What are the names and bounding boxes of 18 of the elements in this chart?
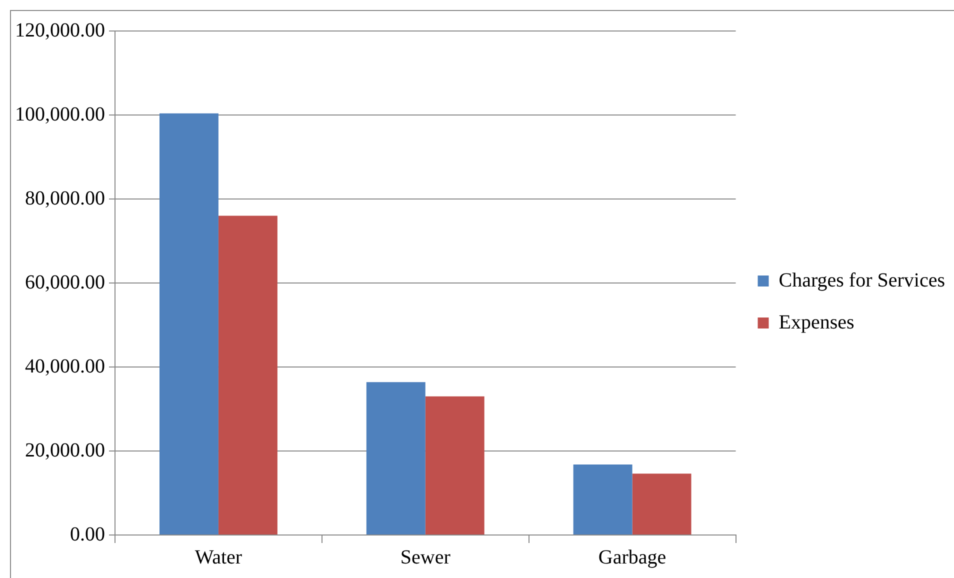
legend-label: Charges for Services — [778, 269, 946, 292]
bar — [425, 396, 484, 534]
bar — [573, 464, 632, 534]
x-tick-label: Water — [194, 546, 242, 568]
x-tick-label: Sewer — [400, 546, 451, 568]
y-tick-label: 80,000.00 — [25, 187, 105, 210]
y-tick-label: 120,000.00 — [15, 19, 105, 42]
y-tick-label: 0.00 — [70, 523, 105, 546]
bar — [218, 216, 278, 534]
y-tick-label: 100,000.00 — [15, 103, 105, 126]
x-tick-label: Garbage — [598, 546, 666, 568]
bar — [159, 113, 218, 534]
y-tick-label: 60,000.00 — [25, 271, 105, 294]
bar — [632, 474, 692, 534]
bar — [366, 382, 426, 534]
legend-label: Expenses — [778, 311, 855, 334]
y-tick-label: 40,000.00 — [25, 355, 105, 378]
y-tick-label: 20,000.00 — [25, 439, 105, 462]
